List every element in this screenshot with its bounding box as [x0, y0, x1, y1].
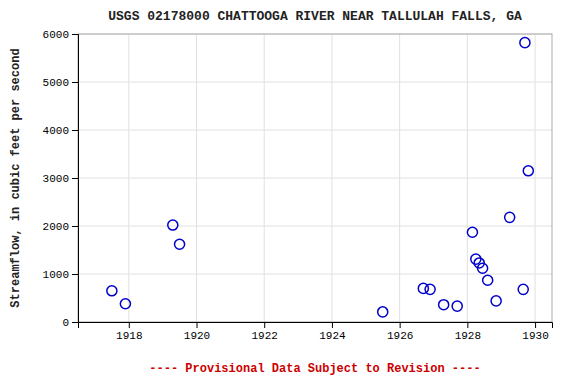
chart: 1918 1920 1922 1924 1926 1928 1930 0 1000 2000 300…: [0, 0, 576, 384]
tick-label: 3000: [43, 173, 69, 185]
tick-mark: [129, 322, 130, 328]
tick-mark: [332, 322, 333, 328]
grid-line: [78, 82, 552, 83]
tick-label: 5000: [43, 77, 69, 89]
tick-mark: [72, 178, 78, 179]
tick: 1918: [116, 322, 142, 342]
point: [505, 212, 515, 222]
point: [452, 301, 462, 311]
point: [467, 227, 477, 237]
tick-label: 0: [62, 317, 69, 329]
points: [107, 38, 534, 317]
tick: 1926: [387, 322, 413, 342]
tick-label: 1918: [116, 330, 142, 342]
point: [175, 239, 185, 249]
grid-line: [78, 178, 552, 179]
tick-mark: [72, 130, 78, 131]
tick: 6000: [43, 29, 78, 41]
point: [168, 220, 178, 230]
point: [107, 286, 117, 296]
point: [425, 284, 435, 294]
point: [523, 166, 533, 176]
title: USGS 02178000 CHATTOOGA RIVER NEAR TALLU…: [108, 9, 522, 24]
tick-mark: [72, 34, 78, 35]
tick: 5000: [43, 77, 78, 89]
subtitle: ---- Provisional Data Subject to Revisio…: [149, 362, 480, 376]
tick-mark: [400, 322, 401, 328]
tick-mark: [72, 322, 78, 323]
point: [439, 300, 449, 310]
tick-label: 1924: [319, 330, 346, 342]
tick-label: 1000: [43, 269, 69, 281]
point: [520, 38, 530, 48]
tick: 1000: [43, 269, 78, 281]
point: [378, 307, 388, 317]
tick: 1924: [319, 322, 346, 342]
tick-mark: [197, 322, 198, 328]
tick-label: 1922: [252, 330, 278, 342]
tick-label: 1930: [522, 330, 548, 342]
tick-label: 2000: [43, 221, 69, 233]
tick-label: 1920: [184, 330, 210, 342]
point: [491, 296, 501, 306]
tick: 3000: [43, 173, 78, 185]
tick: 0: [62, 317, 78, 329]
axis-line: [79, 323, 553, 329]
y-axis: 0 1000 2000 3000 4000 5000 6000: [43, 29, 79, 329]
tick: 1922: [252, 322, 278, 342]
tick-label: 6000: [43, 29, 69, 41]
tick-mark: [72, 226, 78, 227]
tick: 1920: [184, 322, 210, 342]
tick-mark: [535, 322, 536, 328]
tick: 2000: [43, 221, 78, 233]
frame: [78, 34, 552, 322]
point: [478, 263, 488, 273]
tick-mark: [264, 322, 265, 328]
tick-label: 1928: [455, 330, 481, 342]
point: [518, 284, 528, 294]
axis-line: [72, 35, 79, 323]
point: [483, 275, 493, 285]
tick-mark: [72, 82, 78, 83]
tick-label: 4000: [43, 125, 69, 137]
grid: [78, 34, 552, 322]
y-axis-title: Streamflow, in cubic feet per second: [9, 48, 23, 307]
tick: 1930: [522, 322, 548, 342]
tick: 4000: [43, 125, 78, 137]
tick-mark: [467, 322, 468, 328]
grid-line: [78, 130, 552, 131]
x-axis: 1918 1920 1922 1924 1926 1928 1930: [79, 322, 553, 342]
tick-mark: [72, 274, 78, 275]
point: [120, 299, 130, 309]
grid-line: [78, 226, 552, 227]
tick-label: 1926: [387, 330, 413, 342]
tick: 1928: [455, 322, 481, 342]
plot: 1918 1920 1922 1924 1926 1928 1930 0 1000 2000 300…: [43, 29, 553, 342]
